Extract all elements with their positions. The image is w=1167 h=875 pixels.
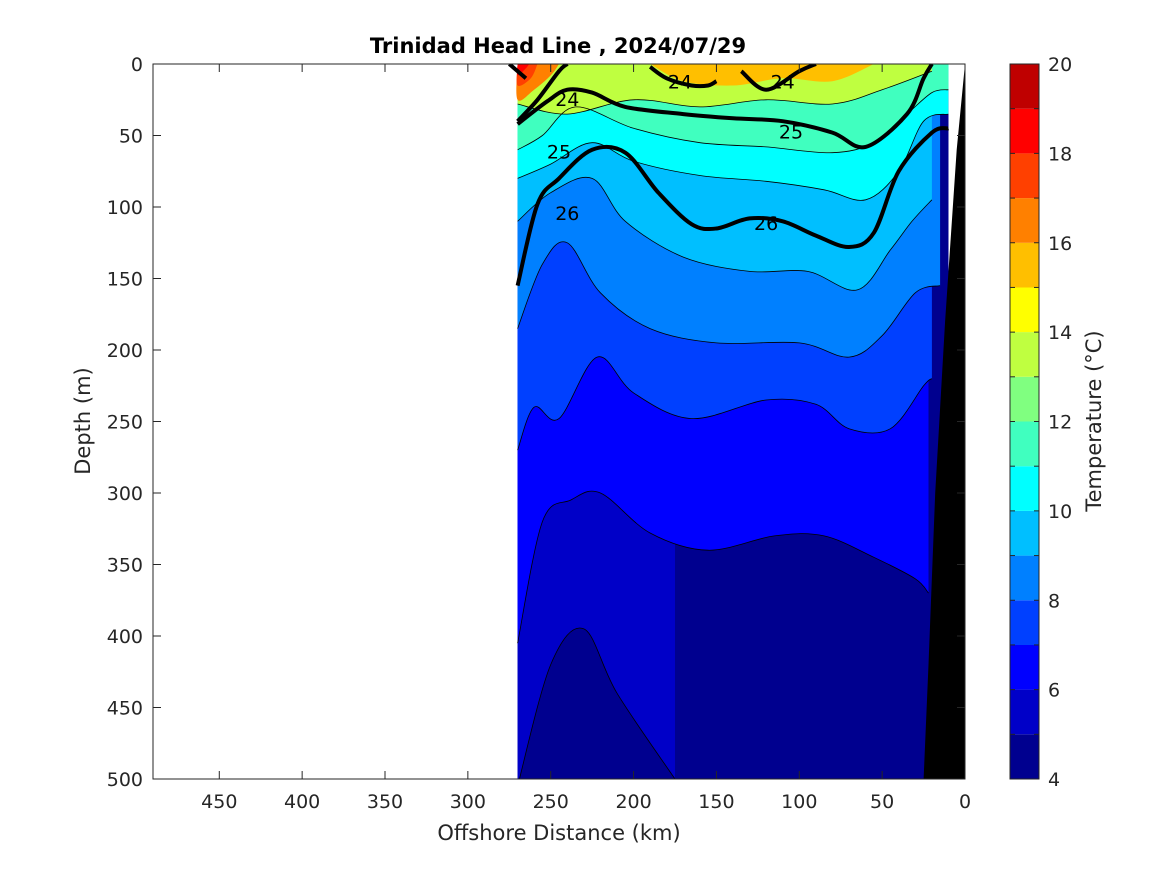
chart-title: Trinidad Head Line , 2024/07/29 — [370, 34, 746, 58]
y-tick-label: 200 — [107, 340, 143, 362]
colorbar-swatch-6 — [1010, 644, 1039, 690]
colorbar-tick-label: 12 — [1048, 412, 1072, 434]
contour-label: 25 — [779, 122, 803, 144]
x-tick-label: 200 — [615, 791, 651, 813]
colorbar-tick-label: 6 — [1048, 680, 1060, 702]
y-tick-label: 50 — [119, 126, 143, 148]
x-tick-label: 400 — [284, 791, 320, 813]
colorbar-tick-label: 10 — [1048, 501, 1072, 523]
temperature-fill-layer — [516, 64, 949, 779]
y-axis-label: Depth (m) — [71, 367, 95, 474]
colorbar-swatch-9 — [1010, 510, 1039, 556]
colorbar: 4 6 8 10 12 14 16 18 20 — [1009, 54, 1072, 791]
colorbar-label: Temperature (°C) — [1082, 330, 1106, 512]
x-tick-label: 450 — [201, 791, 237, 813]
x-axis: 450 400 350 300 250 200 150 100 50 0 — [201, 64, 971, 813]
colorbar-tick-label: 18 — [1048, 143, 1072, 165]
y-axis: 0 50 100 150 200 250 300 350 400 450 500 — [107, 54, 965, 791]
isotherm-line-13 — [517, 70, 933, 115]
colorbar-swatch-16 — [1010, 198, 1039, 243]
colorbar-swatch-7 — [1010, 600, 1039, 645]
x-tick-label: 50 — [870, 791, 894, 813]
colorbar-swatch-4 — [1010, 734, 1039, 779]
x-tick-label: 150 — [698, 791, 734, 813]
colorbar-swatch-8 — [1010, 555, 1039, 601]
contour-label: 24 — [668, 72, 692, 94]
colorbar-swatch-5 — [1010, 689, 1039, 735]
isotherm-line-8 — [517, 241, 941, 358]
density-contour-24-0 — [516, 64, 569, 123]
colorbar-tick-label: 16 — [1048, 233, 1072, 255]
contour-label: 25 — [547, 142, 571, 164]
density-contours — [507, 64, 949, 287]
y-tick-label: 300 — [107, 483, 143, 505]
colorbar-swatch-11 — [1010, 421, 1039, 467]
x-tick-label: 100 — [781, 791, 817, 813]
colorbar-swatch-14 — [1010, 287, 1039, 333]
isotherm-line-7 — [517, 356, 933, 451]
colorbar-tick-label: 8 — [1048, 590, 1060, 612]
colorbar-swatch-13 — [1010, 332, 1039, 377]
colorbar-swatch-19 — [1010, 64, 1039, 109]
y-tick-label: 150 — [107, 269, 143, 291]
y-tick-label: 0 — [131, 54, 143, 76]
y-tick-label: 400 — [107, 626, 143, 648]
colorbar-swatch-17 — [1010, 153, 1039, 199]
colorbar-swatch-12 — [1010, 376, 1039, 422]
contour-label: 26 — [555, 203, 579, 225]
y-tick-label: 350 — [107, 555, 143, 577]
colorbar-tick-label: 20 — [1048, 54, 1072, 76]
y-tick-label: 100 — [107, 197, 143, 219]
x-tick-label: 250 — [533, 791, 569, 813]
y-tick-label: 450 — [107, 698, 143, 720]
contour-label: 24 — [771, 72, 795, 94]
density-contour-26-0 — [515, 126, 949, 287]
density-contour-24-2 — [648, 65, 718, 89]
isotherm-line-6 — [517, 490, 929, 644]
density-contour-24-3 — [739, 64, 817, 92]
y-tick-label: 250 — [107, 412, 143, 434]
isotherm-line-9 — [517, 176, 933, 291]
isotherm-line-5 — [519, 627, 676, 779]
bathymetry-shape — [923, 64, 965, 779]
contour-label: 24 — [555, 89, 579, 111]
density-contour-25-0 — [516, 64, 934, 150]
x-tick-label: 0 — [959, 791, 971, 813]
density-contour-24-1 — [507, 64, 528, 80]
colorbar-swatch-18 — [1010, 108, 1039, 154]
x-tick-label: 350 — [367, 791, 403, 813]
temperature-core-15 — [650, 64, 874, 86]
y-tick-label: 500 — [107, 769, 143, 791]
x-tick-label: 300 — [450, 791, 486, 813]
x-axis-label: Offshore Distance (km) — [437, 821, 680, 845]
colorbar-tick-label: 4 — [1048, 769, 1060, 791]
contour-label-layer: 24 24 24 25 25 26 26 — [547, 72, 803, 236]
bathymetry-layer — [923, 64, 965, 779]
colorbar-swatch-10 — [1010, 466, 1039, 511]
contour-label: 26 — [754, 213, 778, 235]
colorbar-tick-label: 14 — [1048, 322, 1072, 344]
colorbar-swatch-15 — [1010, 242, 1039, 288]
